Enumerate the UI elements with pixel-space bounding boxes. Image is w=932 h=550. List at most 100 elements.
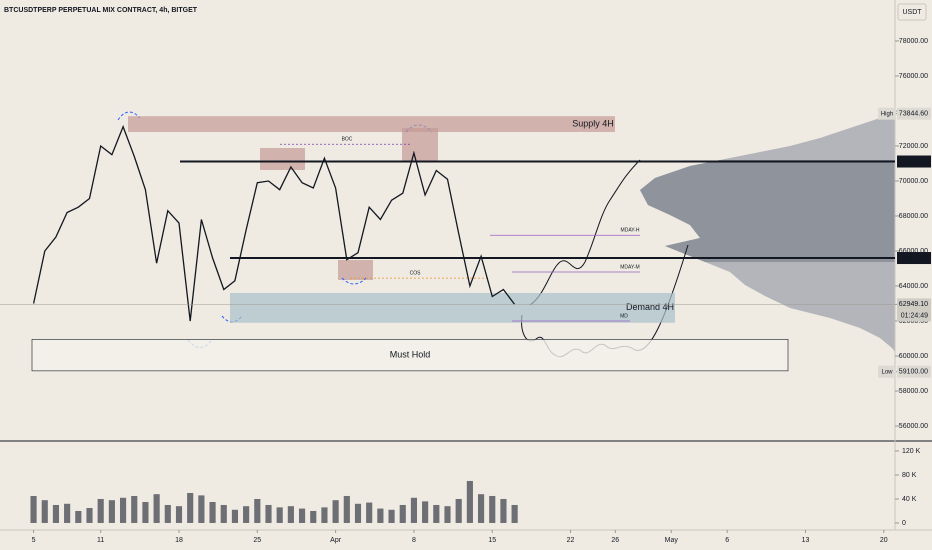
volume-bar [422, 501, 429, 523]
price-label: 59100.00 [899, 369, 928, 376]
volume-bar [265, 504, 272, 523]
x-tick-label: 26 [611, 537, 619, 544]
y-tick-label: 76000.00 [899, 73, 928, 80]
volume-bar [466, 480, 473, 523]
volume-bar [97, 498, 104, 523]
volume-bar [30, 495, 37, 523]
volume-bar [366, 502, 373, 523]
x-tick-label: 6 [725, 537, 729, 544]
zone-label: Must Hold [390, 349, 431, 359]
y-tick-label: 70000.00 [899, 178, 928, 185]
price-label: 65597.06 [899, 255, 928, 262]
price-tag-box [878, 107, 896, 120]
price-label: 73844.60 [899, 111, 928, 118]
y-tick-label: 56000.00 [899, 423, 928, 430]
countdown-box [897, 310, 931, 322]
x-tick-label: 8 [412, 537, 416, 544]
y2-tick-label: 80 K [902, 472, 917, 479]
volume-bar [108, 500, 115, 523]
volume-bar [298, 508, 306, 523]
volume-bar [477, 494, 485, 523]
volume-profile-value-area [640, 160, 895, 262]
level-label: BOC [342, 137, 353, 143]
price-line [32, 124, 516, 322]
volume-bar [444, 506, 451, 523]
x-tick-label: 13 [802, 537, 810, 544]
zone [230, 292, 675, 323]
x-tick-label: 20 [880, 537, 888, 544]
volume-bar [388, 509, 395, 523]
volume-bar [332, 500, 339, 523]
price-tag: High [881, 111, 893, 117]
x-tick-label: May [665, 537, 679, 544]
volume-bar [310, 510, 317, 523]
volume-bar [164, 504, 171, 523]
swing-arc [117, 111, 141, 121]
volume-bar [254, 498, 261, 523]
price-label-box [897, 107, 931, 120]
price-label-box [897, 298, 931, 311]
volume-bar [243, 506, 250, 523]
countdown: 01:24:49 [901, 313, 928, 320]
x-tick-label: 5 [32, 537, 36, 544]
volume-bar [142, 501, 149, 523]
level-label: MDAY-M [620, 264, 639, 270]
x-tick-label: Apr [330, 537, 342, 544]
volume-bar [52, 504, 60, 523]
zone-label: Demand 4H [626, 302, 674, 312]
order-block [402, 128, 438, 162]
y2-tick-label: 40 K [902, 496, 917, 503]
price-label-box [897, 155, 931, 168]
volume-bar [511, 504, 518, 523]
x-tick-label: 11 [97, 537, 104, 544]
volume-bar [455, 498, 462, 523]
volume-bar [209, 501, 216, 523]
y-tick-label: 78000.00 [899, 38, 928, 45]
volume-bar [410, 497, 418, 523]
y2-tick-label: 0 [902, 520, 906, 527]
price-label-box [897, 252, 931, 265]
price-label: 71112.06 [900, 158, 928, 165]
volume-bar [86, 507, 93, 523]
zone [128, 116, 615, 132]
volume-bar [75, 510, 82, 523]
volume-bar [321, 507, 328, 523]
y-tick-label: 66000.00 [899, 248, 928, 255]
x-tick-label: 25 [253, 537, 261, 544]
volume-bar [354, 503, 362, 523]
volume-bar [41, 500, 48, 523]
zone [31, 339, 789, 372]
volume-bar [343, 495, 350, 523]
x-tick-label: 15 [488, 537, 496, 544]
volume-bar [119, 497, 127, 523]
x-tick-label: 22 [567, 537, 575, 544]
level-label: MDAY-H [621, 228, 640, 234]
y-tick-label: 58000.00 [899, 388, 928, 395]
volume-bar [153, 494, 160, 523]
order-block [338, 260, 373, 280]
volume-bar [64, 503, 71, 523]
volume-bar [399, 504, 406, 523]
currency-box[interactable] [897, 3, 927, 21]
chart-title: BTCUSDTPERP PERPETUAL MIX CONTRACT, 4h, … [4, 7, 198, 14]
order-block [260, 148, 305, 170]
price-label: 62949.10 [899, 301, 928, 308]
volume-bar [187, 492, 194, 523]
x-tick-label: 18 [175, 537, 183, 544]
volume-bar [175, 506, 183, 523]
y-tick-label: 64000.00 [899, 283, 928, 290]
volume-bar [198, 495, 205, 523]
zone-label: Supply 4H [572, 118, 614, 128]
level-label: COS [410, 270, 422, 276]
level-label: MD [620, 313, 628, 319]
volume-bar [131, 495, 138, 523]
volume-bar [377, 508, 384, 523]
volume-bar [489, 495, 496, 523]
swing-arc [341, 277, 367, 285]
volume-bar [276, 507, 283, 523]
price-tag-box [878, 365, 896, 378]
volume-bar [231, 509, 239, 523]
currency-label[interactable]: USDT [902, 9, 922, 16]
